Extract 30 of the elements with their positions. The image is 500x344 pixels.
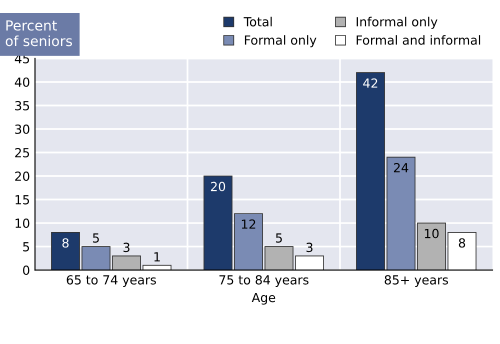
data-label: 10 [424, 228, 439, 238]
data-label: 3 [306, 242, 312, 252]
data-label: 5 [92, 233, 99, 243]
legend-label: Formal and informal [356, 35, 480, 45]
data-label: 5 [276, 233, 282, 243]
x-tick-label: 65 to 74 years [66, 275, 156, 287]
y-tick-label: 30 [15, 124, 30, 134]
y-tick-label: 40 [14, 77, 30, 87]
legend-label: Formal only [244, 35, 316, 48]
data-label: 24 [394, 162, 408, 172]
y-tick-label: 10 [16, 218, 30, 228]
y-tick-label: 15 [16, 195, 30, 204]
y-axis-title: Percent of seniors [6, 20, 72, 46]
data-label: 8 [458, 238, 466, 248]
data-label: 20 [210, 182, 226, 192]
data-label: 42 [363, 78, 378, 88]
data-label: 3 [123, 242, 130, 252]
legend-label: Total [244, 16, 272, 26]
y-tick-label: 20 [15, 171, 30, 181]
data-label: 12 [242, 219, 256, 229]
y-tick-label: 0 [23, 266, 30, 275]
x-tick-label: 75 to 84 years [219, 275, 308, 287]
y-tick-label: 25 [15, 148, 30, 158]
legend-label: Informal only [356, 16, 438, 29]
x-tick-label: 85+ years [384, 275, 448, 287]
data-label: 1 [154, 252, 160, 262]
data-label: 8 [62, 238, 69, 248]
y-tick-label: 5 [23, 242, 30, 252]
y-tick-label: 35 [15, 100, 30, 110]
x-axis-title: Age [252, 292, 276, 305]
